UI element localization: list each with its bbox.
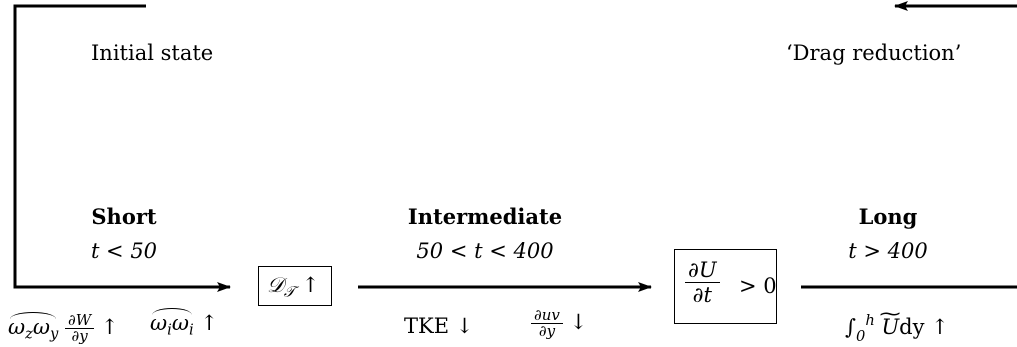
long-title: Long bbox=[858, 204, 918, 229]
drag-reduction-label: ‘Drag reduction’ bbox=[786, 41, 962, 65]
dUdt-relation: > 0 bbox=[739, 274, 777, 298]
dUdt-denominator: ∂t bbox=[692, 283, 712, 307]
reynolds-stress-gradient-term: ∂uv ∂y ↓ bbox=[531, 308, 587, 339]
long-time: t > 400 bbox=[848, 239, 928, 263]
bulk-velocity-integral-term: ∫0h Udy ↑ bbox=[845, 313, 949, 345]
intermediate-time: 50 < t < 400 bbox=[416, 239, 554, 263]
dUdt-fraction: ∂U ∂t bbox=[685, 258, 720, 307]
diffusion-subscript: 𝒯 bbox=[283, 283, 296, 301]
intermediate-title: Intermediate bbox=[407, 204, 563, 229]
short-time: t < 50 bbox=[90, 239, 158, 263]
dUdt-numerator: ∂U bbox=[685, 258, 720, 283]
initial-to-short-line bbox=[13, 4, 231, 292]
initial-state-label: Initial state bbox=[91, 41, 214, 65]
mean-acceleration-box: ∂U ∂t > 0 bbox=[674, 249, 777, 324]
tke-term: TKE ↓ bbox=[404, 314, 474, 338]
enstrophy-term: ωiωi ↑ bbox=[150, 307, 218, 339]
diffusion-expression: 𝒟𝒯 ↑ bbox=[267, 275, 319, 300]
diffusion-box: 𝒟𝒯 ↑ bbox=[258, 266, 332, 306]
diffusion-symbol: 𝒟 bbox=[267, 273, 284, 297]
vortex-stretching-term: ωzωy ∂W ∂y ↑ bbox=[8, 311, 119, 345]
diffusion-arrow: ↑ bbox=[301, 273, 320, 297]
short-title: Short bbox=[91, 204, 157, 229]
